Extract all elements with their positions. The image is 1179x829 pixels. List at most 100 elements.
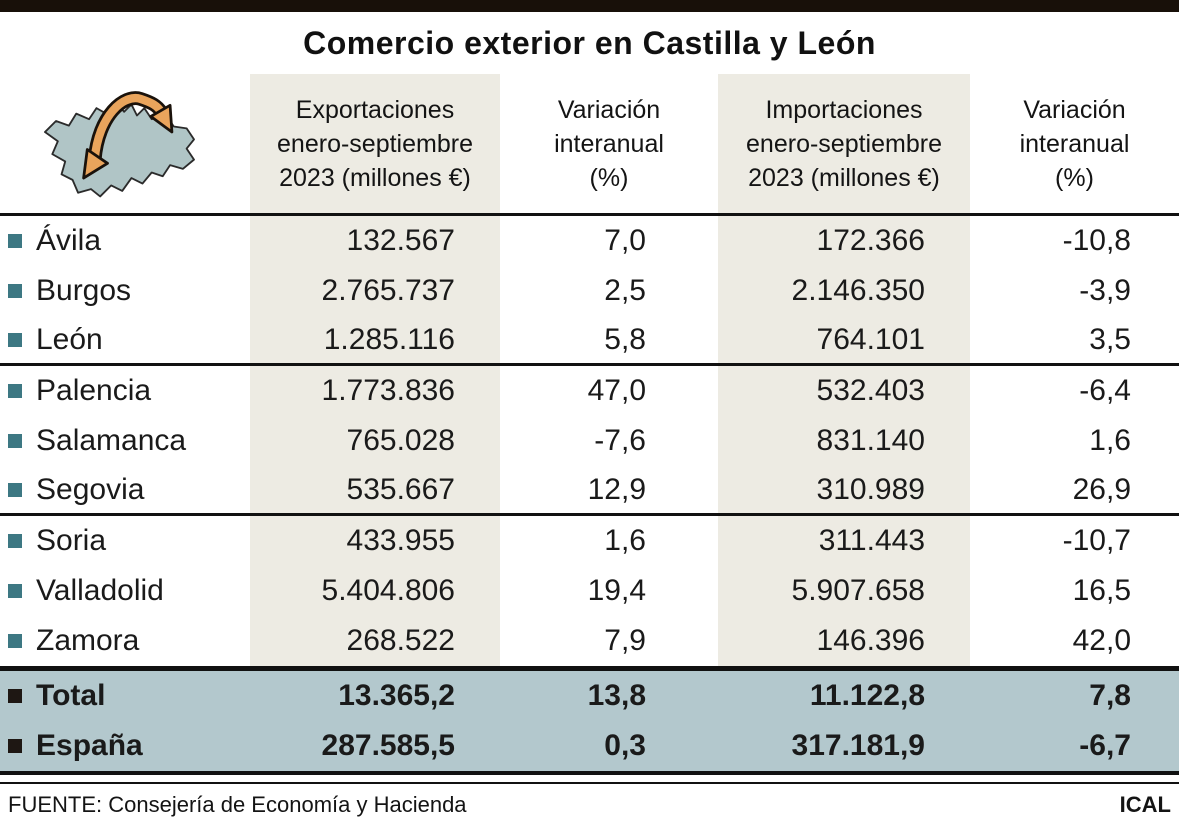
trade-arrowhead-right (149, 103, 174, 133)
region-name-cell: Zamora (0, 624, 250, 658)
cell-exportaciones: 13.365,2 (338, 679, 455, 712)
column-header-variacion-importaciones: Variación interanual (%) (1019, 95, 1130, 192)
cell-importaciones: 831.140 (718, 416, 970, 466)
cell-exportaciones: 1.773.836 (250, 366, 500, 416)
footer-rule (0, 782, 1179, 784)
region-name-cell: León (0, 323, 250, 357)
top-rule-bar (0, 0, 1179, 12)
region-name-cell: España (0, 729, 250, 763)
map-cell (0, 74, 250, 213)
cell-variacion-exportaciones: 7,9 (604, 624, 646, 657)
source-label: FUENTE: Consejería de Economía y Haciend… (8, 792, 467, 817)
cell-importaciones: 532.403 (718, 366, 970, 416)
cell-importaciones: 172.366 (718, 216, 970, 266)
castilla-y-leon-map-icon (44, 90, 195, 197)
region-label: Burgos (36, 274, 132, 307)
region-name-cell: Palencia (0, 374, 250, 408)
cell-exportaciones: 433.955 (250, 516, 500, 566)
cell-importaciones: 2.146.350 (718, 266, 970, 316)
cell-importaciones: 310.989 (718, 466, 970, 513)
cell-variacion-importaciones: -10,8 (1062, 224, 1131, 257)
square-bullet-icon (8, 739, 22, 753)
agency-credit: ICAL (1119, 792, 1171, 817)
square-bullet-icon (8, 634, 22, 648)
cell-variacion-exportaciones: 5,8 (604, 322, 646, 356)
square-bullet-icon (8, 284, 22, 298)
cell-variacion-exportaciones: 12,9 (587, 472, 646, 506)
summary-row: Total 13.365,2 13,8 11.122,8 7,8 (0, 671, 1179, 721)
cell-exportaciones: 268.522 (250, 616, 500, 666)
cell-variacion-exportaciones: 13,8 (587, 679, 646, 712)
cell-importaciones: 11.122,8 (809, 679, 925, 712)
trade-arrow-body (90, 93, 166, 160)
cell-variacion-importaciones: -10,7 (1062, 524, 1131, 557)
region-label: Total (36, 679, 106, 712)
region-name-cell: Soria (0, 524, 250, 558)
square-bullet-icon (8, 332, 22, 347)
cell-variacion-importaciones: 26,9 (1072, 472, 1131, 506)
column-header-importaciones: Importaciones enero-septiembre 2023 (mil… (718, 74, 970, 213)
table-row: Soria 433.955 1,6 311.443 -10,7 (0, 516, 1179, 566)
cell-exportaciones: 765.028 (250, 416, 500, 466)
cell-variacion-importaciones: 16,5 (1072, 574, 1131, 607)
cell-exportaciones: 535.667 (250, 466, 500, 513)
region-label: Ávila (36, 224, 102, 257)
cell-variacion-importaciones: 7,8 (1089, 679, 1131, 712)
square-bullet-icon (8, 384, 22, 398)
cell-variacion-exportaciones: 1,6 (604, 524, 646, 557)
table-row: Salamanca 765.028 -7,6 831.140 1,6 (0, 416, 1179, 466)
column-header-exportaciones: Exportaciones enero-septiembre 2023 (mil… (250, 74, 500, 213)
region-name-cell: Segovia (0, 473, 250, 507)
region-name-cell: Salamanca (0, 424, 250, 458)
cell-variacion-exportaciones: 7,0 (604, 224, 646, 257)
region-name-cell: Valladolid (0, 574, 250, 608)
table-body: Ávila 132.567 7,0 172.366 -10,8 Burgos 2.765.7… (0, 216, 1179, 666)
table-row: Segovia 535.667 12,9 310.989 26,9 (0, 466, 1179, 516)
region-label: Soria (36, 524, 107, 557)
region-name-cell: Ávila (0, 224, 250, 258)
cell-variacion-exportaciones: 0,3 (604, 729, 646, 762)
square-bullet-icon (8, 534, 22, 548)
region-name-cell: Burgos (0, 274, 250, 308)
summary-row: España 287.585,5 0,3 317.181,9 -6,7 (0, 721, 1179, 771)
cell-variacion-importaciones: -6,4 (1079, 374, 1131, 407)
page-title: Comercio exterior en Castilla y León (303, 24, 876, 61)
square-bullet-icon (8, 584, 22, 598)
table-row: León 1.285.116 5,8 764.101 3,5 (0, 316, 1179, 366)
region-label: Valladolid (36, 574, 164, 607)
table-row: Ávila 132.567 7,0 172.366 -10,8 (0, 216, 1179, 266)
cell-importaciones: 5.907.658 (718, 566, 970, 616)
region-label: Palencia (36, 374, 152, 407)
square-bullet-icon (8, 434, 22, 448)
cell-exportaciones: 5.404.806 (250, 566, 500, 616)
region-label: Zamora (36, 624, 140, 657)
column-header-variacion-exportaciones: Variación interanual (%) (554, 95, 664, 192)
table-row: Zamora 268.522 7,9 146.396 42,0 (0, 616, 1179, 666)
table-row: Burgos 2.765.737 2,5 2.146.350 -3,9 (0, 266, 1179, 316)
cell-importaciones: 311.443 (718, 516, 970, 566)
footer: FUENTE: Consejería de Economía y Haciend… (0, 784, 1179, 818)
cell-variacion-importaciones: -3,9 (1079, 274, 1131, 307)
cell-variacion-exportaciones: 2,5 (604, 274, 646, 307)
table-row: Valladolid 5.404.806 19,4 5.907.658 16,5 (0, 566, 1179, 616)
table-row: Palencia 1.773.836 47,0 532.403 -6,4 (0, 366, 1179, 416)
cell-exportaciones: 287.585,5 (321, 729, 455, 762)
region-label: Salamanca (36, 424, 187, 457)
cell-variacion-exportaciones: 19,4 (587, 574, 646, 607)
cell-exportaciones: 2.765.737 (250, 266, 500, 316)
cell-variacion-importaciones: 3,5 (1089, 322, 1131, 356)
table-header: Exportaciones enero-septiembre 2023 (mil… (0, 74, 1179, 216)
title-area: Comercio exterior en Castilla y León (0, 12, 1179, 74)
cell-variacion-exportaciones: -7,6 (594, 424, 646, 457)
cell-importaciones: 317.181,9 (791, 729, 925, 762)
cell-exportaciones: 1.285.116 (250, 316, 500, 363)
cell-exportaciones: 132.567 (250, 216, 500, 266)
square-bullet-icon (8, 482, 22, 497)
square-bullet-icon (8, 234, 22, 248)
summary-body: Total 13.365,2 13,8 11.122,8 7,8 España 287.58… (0, 666, 1179, 775)
cell-variacion-importaciones: -6,7 (1079, 729, 1131, 762)
cell-variacion-exportaciones: 47,0 (587, 374, 646, 407)
cell-variacion-importaciones: 1,6 (1089, 424, 1131, 457)
cell-importaciones: 764.101 (718, 316, 970, 363)
